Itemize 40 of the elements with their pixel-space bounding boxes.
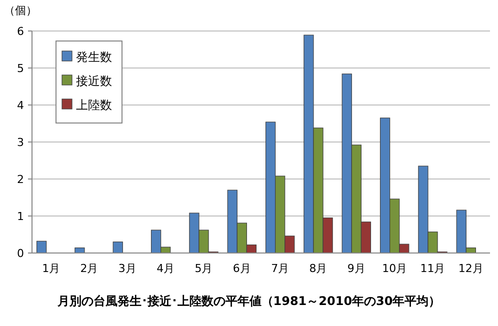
bar [265,122,276,254]
y-tick-label: 6 [17,25,24,38]
x-tick-label: 3月 [118,262,136,275]
x-tick-label: 10月 [382,262,408,275]
text: 月別の台風発生･接近･上陸数の平年値（1981～2010年の30年平均） [56,294,441,308]
x-tick-label: 8月 [309,262,328,275]
bar [360,222,372,254]
bar [246,244,257,254]
x-tick-label: 2月 [80,262,98,275]
x-tick-label: 7月 [271,262,290,275]
bar [36,240,47,254]
x-tick-label: 4月 [156,262,175,275]
x-tick-label: 1月 [42,262,60,275]
bar [284,236,295,254]
bar [74,248,85,254]
x-tick-label: 6月 [232,262,251,275]
bar [418,166,428,254]
x-tick-label: 12月 [458,262,484,275]
legend-label: 上陸数 [76,98,112,112]
bar [304,34,314,254]
y-tick-label: 3 [17,136,24,149]
bar [189,212,200,254]
y-tick-label: 4 [17,99,24,112]
y-axis-title: （個） [4,4,37,17]
bar [456,210,466,254]
bar [227,190,238,254]
bar [150,230,162,254]
legend-label: 接近数 [76,74,112,88]
x-tick-label: 9月 [347,262,366,275]
legend-label: 発生数 [76,50,112,64]
y-tick-label: 2 [17,173,24,186]
bar [322,218,333,254]
x-tick-label: 5月 [194,262,213,275]
y-tick-label: 1 [17,210,24,223]
bar [112,242,123,254]
x-tick-label: 11月 [420,262,446,275]
y-tick-label: 0 [17,247,24,260]
bar [342,74,352,254]
y-tick-label: 5 [17,62,24,75]
bar [380,118,390,254]
